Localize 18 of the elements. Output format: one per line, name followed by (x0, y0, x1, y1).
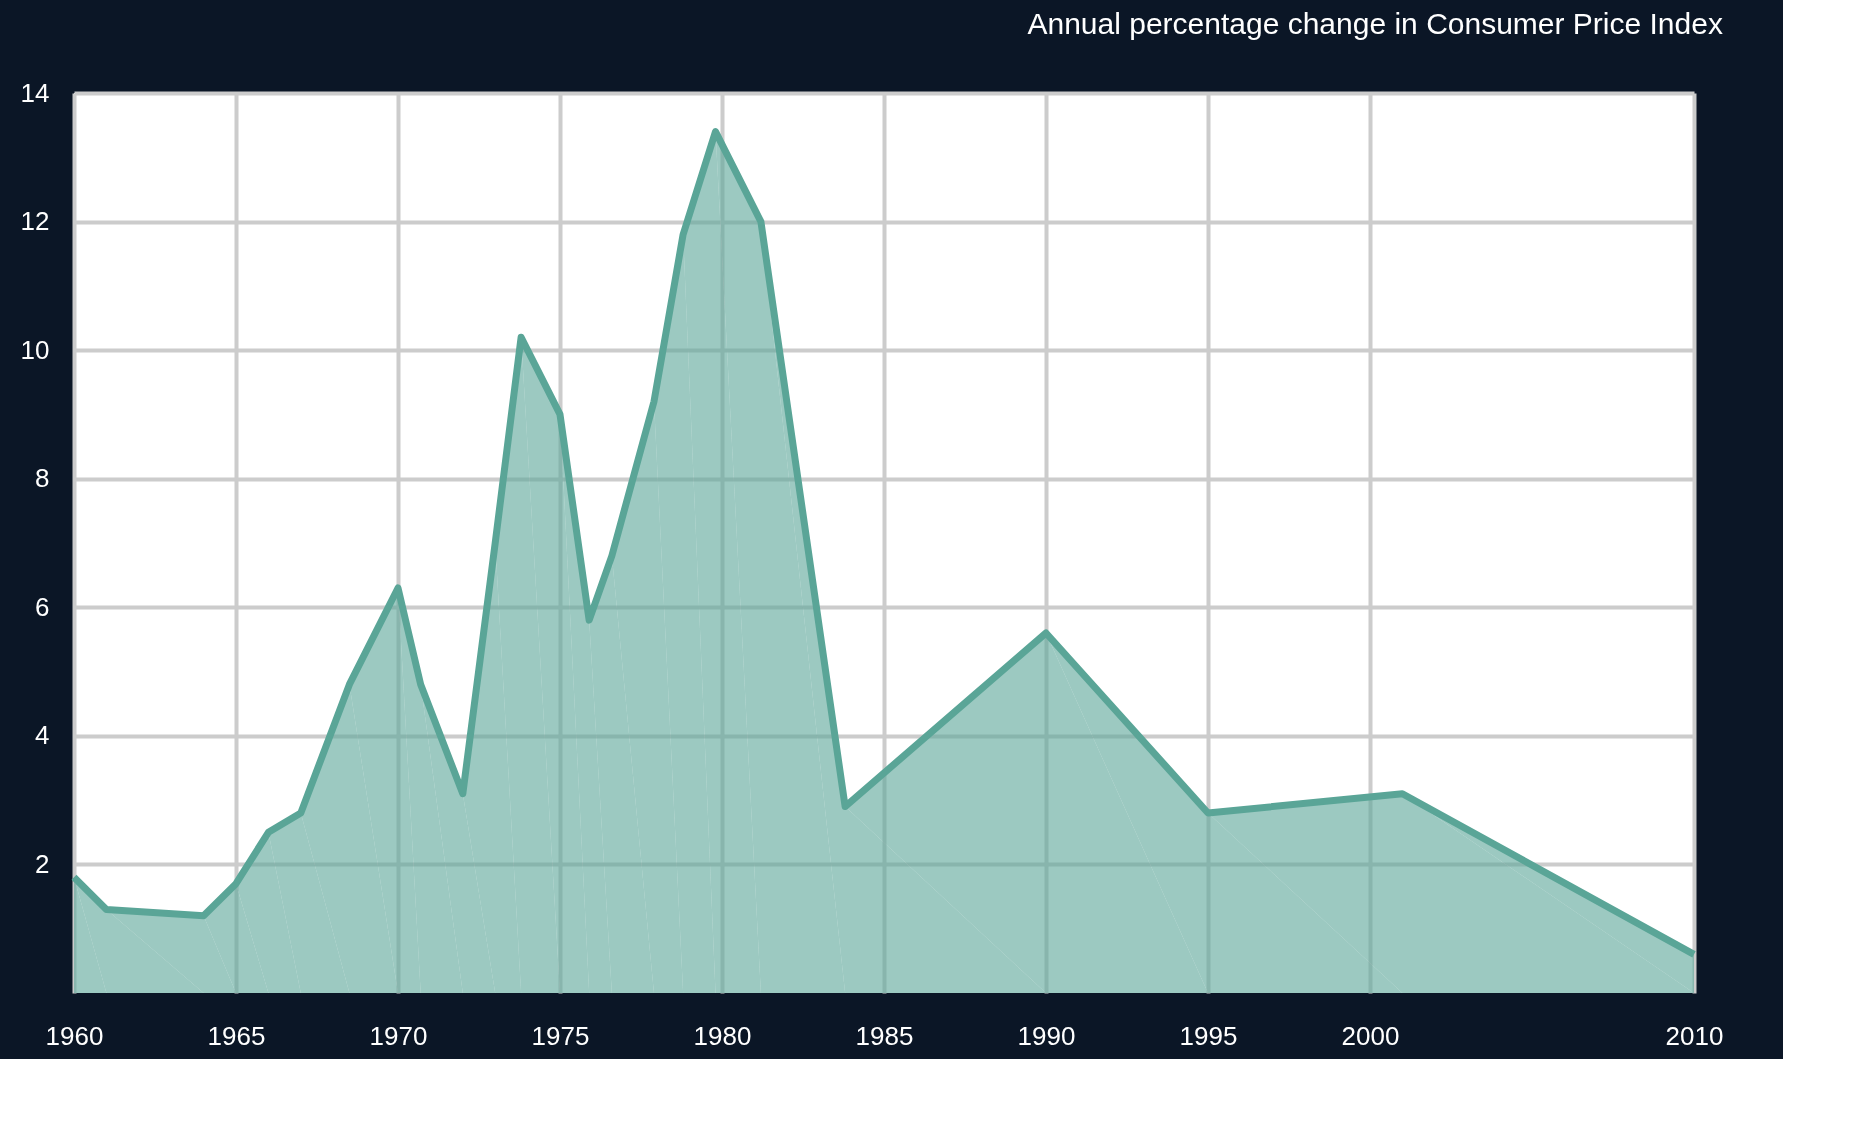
x-tick-label: 1985 (855, 1020, 914, 1051)
x-tick-label: 1990 (1017, 1020, 1076, 1051)
y-tick-label: 2 (35, 848, 50, 879)
x-tick-label: 1995 (1179, 1020, 1238, 1051)
x-tick-label: 2010 (1665, 1020, 1724, 1051)
y-tick-label: 14 (20, 77, 50, 108)
x-tick-label: 1960 (45, 1020, 104, 1051)
x-tick-label: 1965 (207, 1020, 266, 1051)
y-tick-label: 12 (20, 206, 50, 237)
x-tick-label: 1970 (369, 1020, 428, 1051)
x-tick-label: 1975 (531, 1020, 590, 1051)
y-tick-label: 4 (35, 720, 50, 751)
y-tick-label: 10 (20, 334, 50, 365)
y-tick-label: 8 (35, 463, 50, 494)
x-tick-label: 2000 (1341, 1020, 1400, 1051)
y-tick-label: 6 (35, 591, 50, 622)
chart-title: Annual percentage change in Consumer Price Index (1027, 7, 1723, 40)
x-tick-label: 1980 (693, 1020, 752, 1051)
